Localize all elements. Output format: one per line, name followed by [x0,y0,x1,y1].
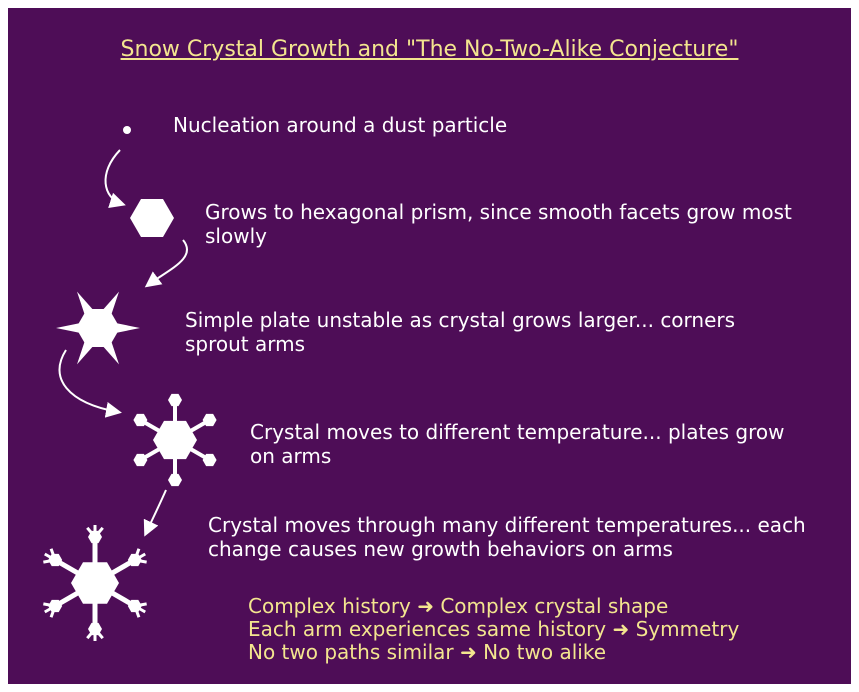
step-text: Simple plate unstable as crystal grows l… [185,308,805,356]
crystals [43,126,216,641]
conclusion: Each arm experiences same history ➜ Symm… [248,618,739,641]
star-plate [56,292,140,365]
hexagon [130,199,174,237]
plated-flake [133,394,216,486]
step-text: Crystal moves through many different tem… [208,513,808,561]
particle [123,126,131,134]
conclusion: No two paths similar ➜ No two alike [248,641,739,664]
page: {"title": "Snow Crystal Growth and \"The… [0,0,859,692]
slide: Snow Crystal Growth and "The No-Two-Alik… [8,8,851,684]
step-text: Nucleation around a dust particle [173,113,813,137]
step-text: Grows to hexagonal prism, since smooth f… [205,200,805,248]
arrows [59,150,187,533]
step-text: Crystal moves to different temperature..… [250,420,790,468]
conclusion: Complex history ➜ Complex crystal shape [248,595,739,618]
title: Snow Crystal Growth and "The No-Two-Alik… [8,38,851,62]
complex-flake [43,525,146,641]
